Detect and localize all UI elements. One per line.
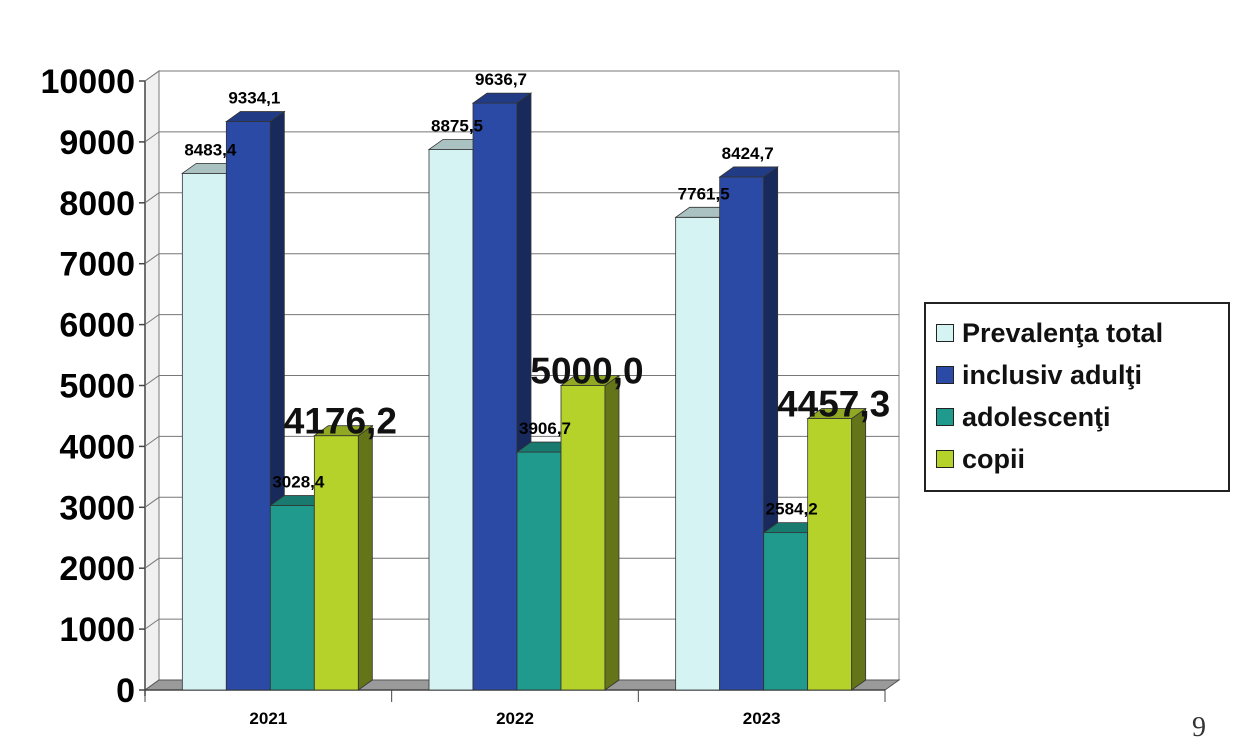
y-axis-ticks: 0 1000 2000 3000 4000 5000 6000 7000 8000 9000 100… bbox=[40, 63, 145, 710]
bar-front bbox=[428, 149, 474, 691]
y-tick-label: 1000 bbox=[59, 611, 135, 649]
legend-item-adulti: inclusiv adulţi bbox=[936, 354, 1218, 396]
legend-label: inclusiv adulţi bbox=[962, 359, 1143, 390]
bar-front bbox=[807, 418, 853, 691]
bar-front bbox=[269, 505, 315, 691]
data-labels: 8483,4 9334,1 3028,4 4176,2 8875,5 9636,7 3906… bbox=[184, 70, 890, 518]
gridline-depth bbox=[144, 70, 160, 82]
gridline-depth bbox=[144, 618, 160, 630]
data-label: 3028,4 bbox=[272, 473, 325, 492]
data-label: 4176,2 bbox=[284, 401, 397, 442]
bar-side bbox=[604, 374, 620, 691]
data-label: 9636,7 bbox=[475, 70, 527, 89]
data-label: 5000,0 bbox=[530, 351, 643, 392]
x-tick-label: 2021 bbox=[249, 709, 287, 728]
data-label: 3906,7 bbox=[519, 419, 571, 438]
bar-side bbox=[851, 407, 867, 691]
legend-swatch bbox=[936, 366, 954, 384]
gridline-depth bbox=[144, 435, 160, 447]
data-label: 2584,2 bbox=[766, 500, 818, 519]
legend-label: Prevalenţa total bbox=[962, 317, 1164, 348]
bar bbox=[806, 407, 867, 691]
data-label: 8875,5 bbox=[431, 116, 483, 135]
y-tick-label: 9000 bbox=[59, 124, 135, 162]
bar-front bbox=[560, 385, 606, 691]
x-tick-label: 2023 bbox=[743, 709, 781, 728]
gridline-depth bbox=[144, 496, 160, 508]
bar-front bbox=[763, 532, 809, 691]
data-label: 7761,5 bbox=[678, 184, 730, 203]
gridline-depth bbox=[144, 131, 160, 143]
legend-item-adolescenti: adolescenţi bbox=[936, 396, 1218, 438]
bar-top bbox=[471, 92, 533, 104]
y-tick-label: 0 bbox=[116, 672, 135, 710]
bar-front bbox=[313, 435, 359, 691]
y-tick-label: 4000 bbox=[59, 428, 135, 466]
bar-top bbox=[718, 166, 779, 178]
y-tick-label: 8000 bbox=[59, 185, 135, 223]
legend-swatch bbox=[936, 450, 954, 468]
y-tick-label: 6000 bbox=[59, 307, 135, 345]
page-number: 9 bbox=[1192, 712, 1206, 743]
y-tick-label: 5000 bbox=[59, 368, 135, 406]
y-tick-label: 3000 bbox=[59, 489, 135, 527]
bar-top bbox=[806, 408, 867, 419]
gridline-depth bbox=[144, 192, 160, 204]
y-tick-label: 10000 bbox=[40, 63, 135, 101]
data-label: 8483,4 bbox=[184, 140, 237, 159]
x-axis-labels: 2021 2022 2023 bbox=[144, 690, 886, 728]
bars bbox=[181, 92, 867, 691]
legend-label: copii bbox=[962, 443, 1026, 474]
bar bbox=[559, 374, 621, 691]
legend-swatch bbox=[936, 408, 954, 426]
bar-top bbox=[313, 425, 374, 437]
legend: Prevalenţa total inclusiv adulţi adolesc… bbox=[924, 302, 1230, 492]
bar bbox=[515, 441, 577, 691]
bar-front bbox=[472, 102, 518, 691]
data-label: 8424,7 bbox=[722, 144, 774, 163]
bar-top bbox=[559, 375, 621, 386]
gridline-depth bbox=[144, 375, 160, 386]
bar-front bbox=[181, 172, 227, 691]
legend-item-copii: copii bbox=[936, 438, 1218, 480]
x-tick-label: 2022 bbox=[496, 709, 534, 728]
legend-label: adolescenţi bbox=[962, 401, 1111, 432]
bar bbox=[313, 424, 374, 691]
data-label: 9334,1 bbox=[228, 89, 280, 108]
gridline-depth bbox=[144, 314, 160, 326]
data-label: 4457,3 bbox=[777, 384, 890, 425]
bar-front bbox=[719, 176, 765, 691]
bar-front bbox=[516, 451, 562, 691]
y-tick-label: 7000 bbox=[59, 246, 135, 284]
bar-side bbox=[357, 424, 373, 691]
gridline-depth bbox=[144, 557, 160, 569]
bar-top bbox=[225, 111, 286, 122]
legend-item-prevalenta: Prevalenţa total bbox=[936, 312, 1218, 354]
legend-swatch bbox=[936, 324, 954, 342]
y-tick-label: 2000 bbox=[59, 550, 135, 588]
bar-front bbox=[225, 121, 271, 691]
bar-front bbox=[675, 216, 721, 691]
gridline-depth bbox=[144, 253, 160, 265]
